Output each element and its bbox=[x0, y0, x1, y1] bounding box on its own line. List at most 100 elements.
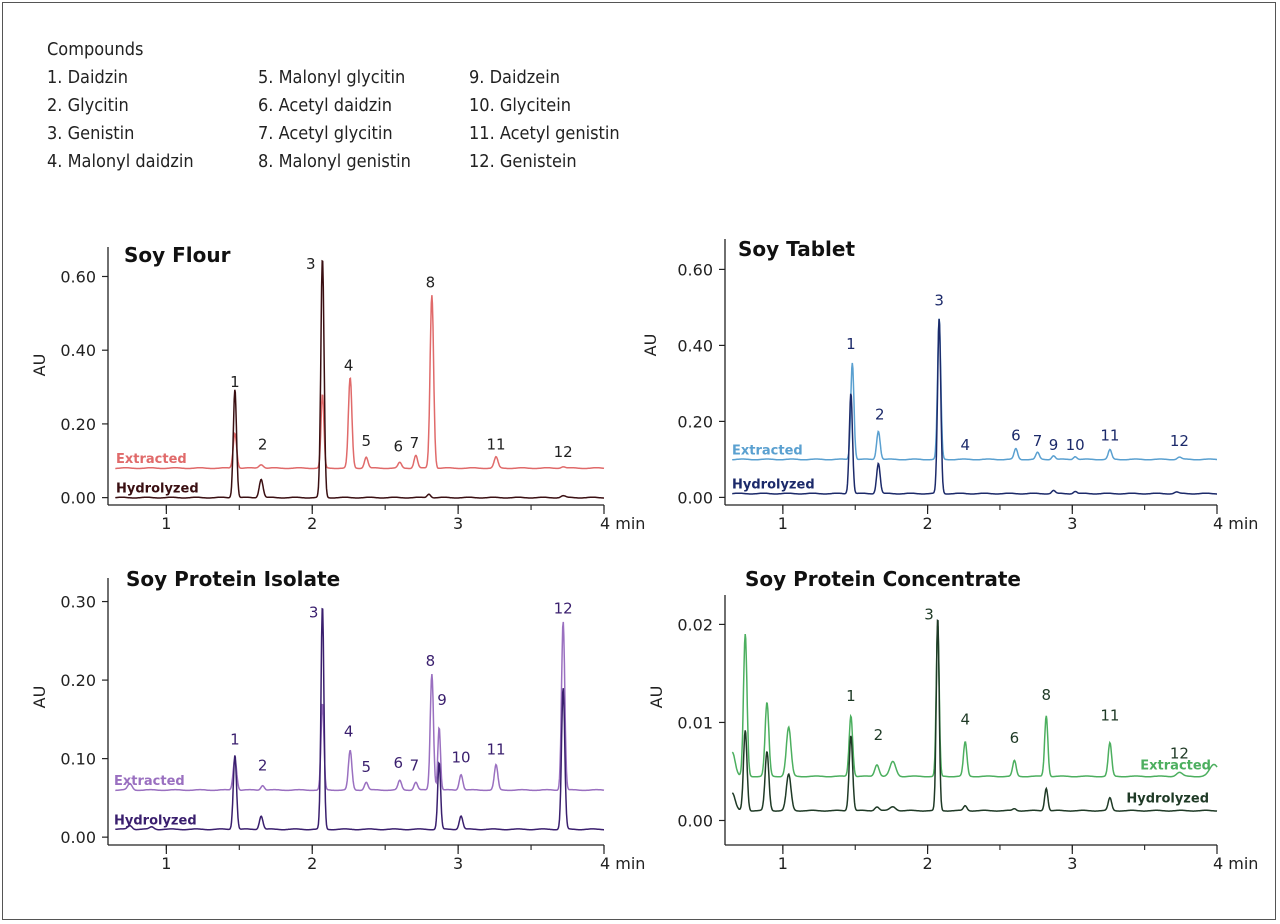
x-tick-label: 4 min bbox=[600, 854, 645, 873]
chart-title: Soy Flour bbox=[124, 243, 231, 267]
y-tick-label: 0.02 bbox=[677, 615, 713, 634]
peak-label: 6 bbox=[1010, 729, 1020, 747]
peak-label: 11 bbox=[1100, 706, 1119, 724]
y-tick-label: 0.20 bbox=[60, 671, 96, 690]
peak-label: 2 bbox=[258, 436, 268, 454]
peak-label: 9 bbox=[437, 691, 447, 709]
peak-label: 6 bbox=[394, 438, 404, 456]
peak-label: 7 bbox=[410, 434, 420, 452]
y-tick-label: 0.60 bbox=[677, 260, 713, 279]
peak-label: 4 bbox=[960, 710, 970, 728]
peak-label: 2 bbox=[258, 756, 268, 774]
series-label: Extracted bbox=[732, 443, 803, 458]
legend-item: 10. Glycitein bbox=[469, 95, 571, 116]
series-line bbox=[115, 259, 604, 499]
legend-column-3: 9. Daidzein 10. Glycitein 11. Acetyl gen… bbox=[469, 64, 620, 176]
peak-label: 8 bbox=[426, 652, 436, 670]
peak-label: 3 bbox=[309, 603, 319, 621]
peak-label: 10 bbox=[1066, 436, 1085, 454]
y-tick-label: 0.30 bbox=[60, 593, 96, 612]
x-tick-label: 3 bbox=[1067, 514, 1077, 533]
peak-label: 5 bbox=[361, 758, 371, 776]
legend-item: 6. Acetyl daidzin bbox=[258, 95, 393, 116]
y-tick-label: 0.01 bbox=[677, 713, 713, 732]
legend-column-1: 1. Daidzin 2. Glycitin 3. Genistin 4. Ma… bbox=[47, 64, 194, 176]
x-tick-label: 4 min bbox=[600, 514, 645, 533]
peak-label: 3 bbox=[934, 292, 944, 310]
peak-label: 7 bbox=[1033, 432, 1043, 450]
legend-item: 11. Acetyl genistin bbox=[469, 123, 620, 144]
y-tick-label: 0.00 bbox=[60, 828, 96, 847]
x-tick-label: 4 min bbox=[1213, 854, 1258, 873]
series-label: Hydrolyzed bbox=[114, 813, 197, 828]
x-tick-label: 2 bbox=[307, 854, 317, 873]
peak-label: 3 bbox=[924, 606, 934, 624]
series-line bbox=[731, 625, 1218, 778]
y-tick-label: 0.20 bbox=[677, 412, 713, 431]
peak-label: 11 bbox=[487, 436, 506, 454]
x-tick-label: 1 bbox=[778, 854, 788, 873]
peak-label: 12 bbox=[1170, 432, 1189, 450]
peak-label: 8 bbox=[1041, 686, 1051, 704]
legend-item: 4. Malonyl daidzin bbox=[47, 151, 194, 172]
peak-label: 4 bbox=[344, 723, 354, 741]
chart-title: Soy Protein Concentrate bbox=[745, 567, 1021, 591]
y-tick-label: 0.40 bbox=[677, 336, 713, 355]
y-tick-label: 0.00 bbox=[677, 488, 713, 507]
y-tick-label: 0.60 bbox=[60, 267, 96, 286]
peak-label: 1 bbox=[230, 730, 240, 748]
legend-item: 7. Acetyl glycitin bbox=[258, 123, 393, 144]
peak-label: 6 bbox=[1011, 426, 1021, 444]
peak-label: 12 bbox=[554, 443, 573, 461]
peak-label: 5 bbox=[361, 432, 371, 450]
peak-label: 1 bbox=[230, 373, 240, 391]
y-tick-label: 0.10 bbox=[60, 750, 96, 769]
series-label: Hydrolyzed bbox=[1126, 792, 1209, 807]
legend-item: 3. Genistin bbox=[47, 123, 135, 144]
legend-item: 12. Genistein bbox=[469, 151, 577, 172]
y-tick-label: 0.40 bbox=[60, 341, 96, 360]
chart-title: Soy Protein Isolate bbox=[126, 567, 340, 591]
peak-label: 4 bbox=[960, 436, 970, 454]
series-line bbox=[732, 318, 1217, 461]
y-tick-label: 0.00 bbox=[677, 811, 713, 830]
x-tick-label: 3 bbox=[453, 514, 463, 533]
x-tick-label: 3 bbox=[1067, 854, 1077, 873]
peak-label: 7 bbox=[410, 756, 420, 774]
legend-item: 1. Daidzin bbox=[47, 67, 129, 88]
y-tick-label: 0.20 bbox=[60, 415, 96, 434]
peak-label: 8 bbox=[426, 274, 436, 292]
x-tick-label: 4 min bbox=[1213, 514, 1258, 533]
legend-item: 2. Glycitin bbox=[47, 95, 129, 116]
legend-column-2: 5. Malonyl glycitin 6. Acetyl daidzin 7.… bbox=[258, 64, 411, 176]
peak-label: 1 bbox=[846, 687, 856, 705]
peak-label: 12 bbox=[1170, 745, 1189, 763]
series-line bbox=[732, 318, 1217, 495]
peak-label: 4 bbox=[344, 356, 354, 374]
x-tick-label: 1 bbox=[778, 514, 788, 533]
series-line bbox=[115, 621, 605, 792]
series-label: Extracted bbox=[114, 774, 185, 789]
x-tick-label: 1 bbox=[161, 854, 171, 873]
series-line bbox=[115, 295, 605, 470]
peak-label: 1 bbox=[846, 335, 856, 353]
series-label: Extracted bbox=[116, 452, 187, 467]
x-tick-label: 2 bbox=[922, 514, 932, 533]
peak-label: 3 bbox=[306, 255, 316, 273]
peak-label: 11 bbox=[487, 741, 506, 759]
y-axis-label: AU bbox=[30, 686, 49, 709]
peak-label: 2 bbox=[875, 406, 885, 424]
x-tick-label: 2 bbox=[922, 854, 932, 873]
x-tick-label: 2 bbox=[307, 514, 317, 533]
series-label: Hydrolyzed bbox=[116, 482, 199, 497]
y-axis-label: AU bbox=[641, 334, 660, 357]
series-label: Extracted bbox=[1140, 758, 1211, 773]
x-tick-label: 1 bbox=[161, 514, 171, 533]
y-tick-label: 0.00 bbox=[60, 489, 96, 508]
legend-item: 5. Malonyl glycitin bbox=[258, 67, 406, 88]
series-line bbox=[115, 607, 604, 831]
